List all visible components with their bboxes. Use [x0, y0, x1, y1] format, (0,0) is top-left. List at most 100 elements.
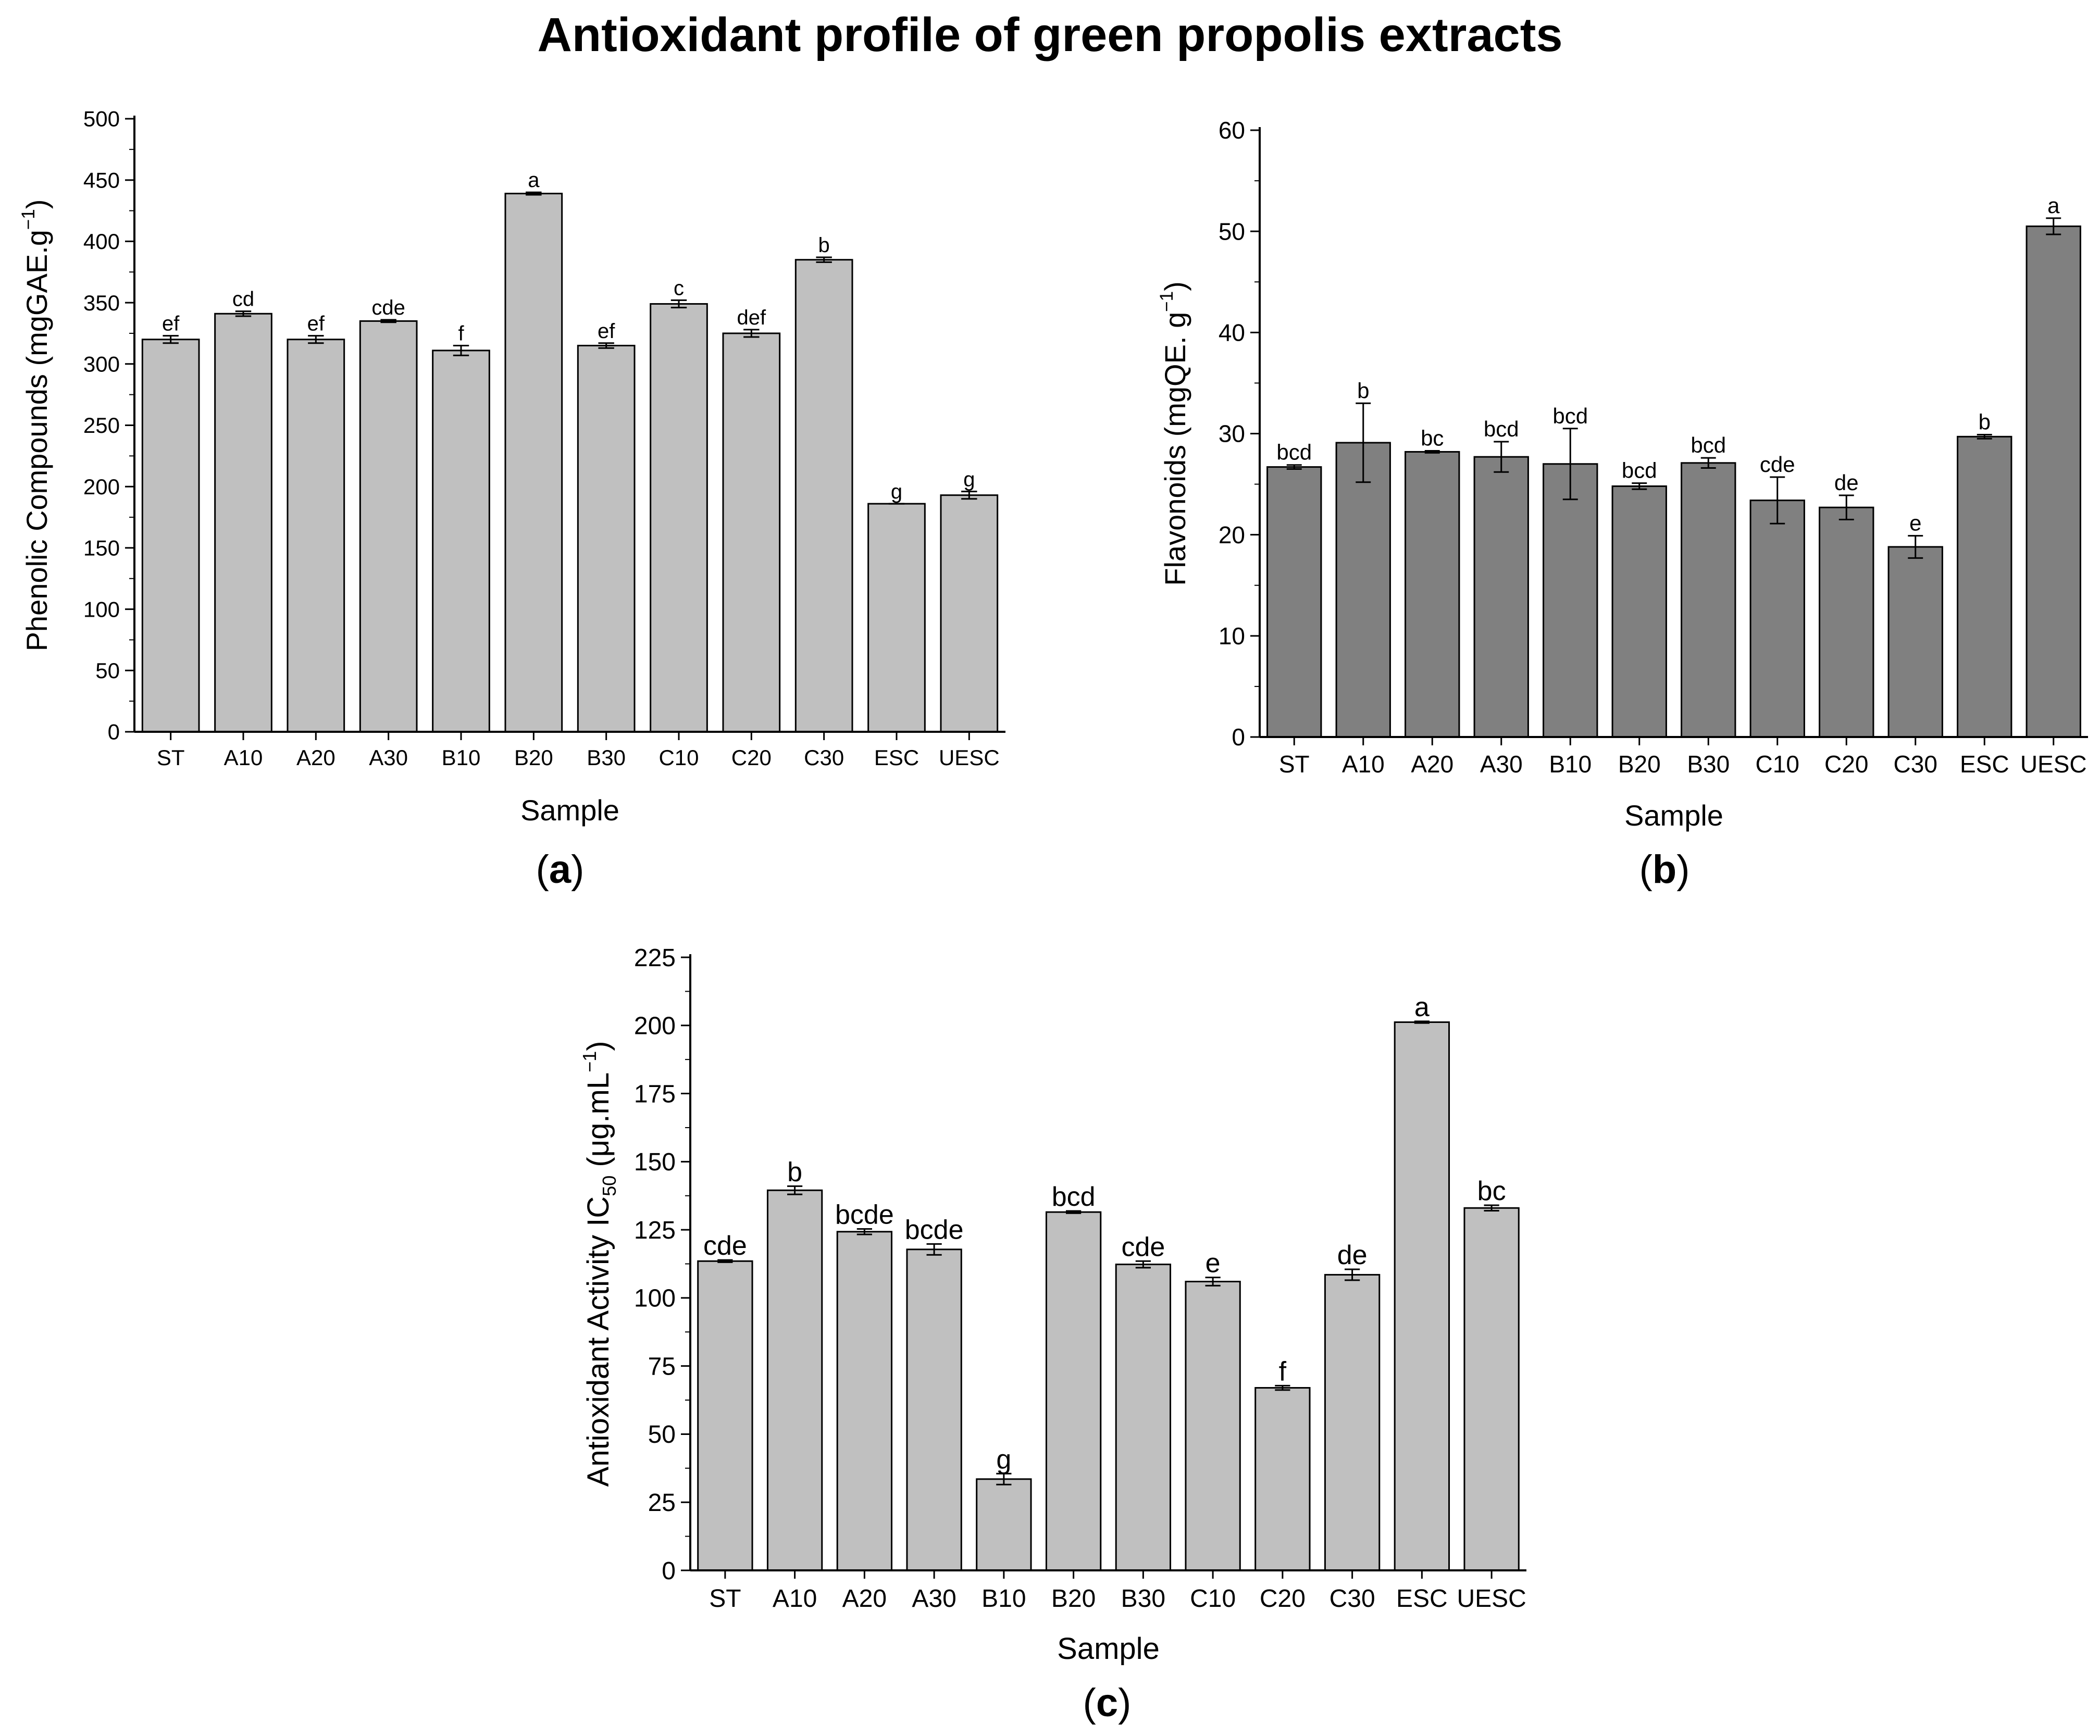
bar-B30: [1681, 462, 1736, 738]
x-axis-label: Sample: [1057, 1632, 1160, 1666]
y-axis-label-text: Antioxidant Activity IC: [581, 1196, 615, 1487]
x-tick-label: ESC: [1396, 1585, 1448, 1613]
bar-B10: [976, 1478, 1032, 1571]
x-tick-label: B20: [1051, 1585, 1096, 1613]
significance-letter: de: [1337, 1240, 1368, 1270]
significance-letter: cd: [232, 288, 254, 311]
x-tick-label: C30: [1894, 751, 1937, 778]
x-tick-label: C20: [731, 745, 772, 770]
y-tick-label: 0: [662, 1557, 676, 1585]
x-tick-label: UESC: [1457, 1585, 1526, 1613]
x-tick-label: ST: [1279, 751, 1310, 778]
y-axis-label: Flavonoids (mgQE. g−1): [1157, 281, 1191, 586]
significance-letter: ef: [307, 313, 325, 335]
y-tick-label: 10: [1219, 622, 1245, 650]
bar-B20: [504, 193, 563, 733]
bar-ST: [141, 339, 200, 733]
significance-letter: b: [1979, 409, 1991, 434]
x-tick-label: B10: [981, 1585, 1026, 1613]
panel-label-a: (a): [536, 847, 585, 892]
y-tick-label: 0: [108, 720, 120, 744]
significance-letter: bcd: [1691, 433, 1726, 457]
x-tick-label: B30: [1687, 751, 1730, 778]
y-tick-label: 75: [648, 1353, 676, 1380]
bar-C20: [1254, 1387, 1311, 1571]
bar-UESC: [940, 494, 999, 733]
significance-letter: b: [1357, 378, 1369, 403]
significance-letter: e: [1909, 511, 1921, 535]
x-tick-label: ST: [709, 1585, 741, 1613]
y-tick-label: 150: [83, 536, 120, 560]
x-tick-label: B30: [1121, 1585, 1165, 1613]
bar-B20: [1045, 1211, 1102, 1571]
y-tick-label: 50: [648, 1421, 676, 1448]
significance-letter: a: [1414, 992, 1430, 1022]
x-axis-label: Sample: [1624, 799, 1723, 832]
x-tick-label: B10: [442, 745, 481, 770]
significance-letter: bcde: [835, 1200, 894, 1230]
significance-letter: bcd: [1622, 458, 1657, 483]
y-axis-label: Antioxidant Activity IC50 (μg.mL−1): [579, 1041, 620, 1487]
bar-C10: [1185, 1281, 1241, 1571]
x-tick-label: B10: [1549, 751, 1592, 778]
x-tick-label: B20: [1618, 751, 1661, 778]
x-tick-label: C30: [1329, 1585, 1375, 1613]
x-tick-label: UESC: [2020, 751, 2087, 778]
significance-letter: bcd: [1052, 1182, 1096, 1212]
x-tick-label: A20: [1411, 751, 1453, 778]
significance-letter: cde: [371, 296, 405, 319]
x-tick-label: ST: [157, 745, 185, 770]
y-axis-label-close: ): [581, 1041, 615, 1051]
x-tick-label: C30: [804, 745, 844, 770]
significance-letter: bcde: [905, 1215, 964, 1245]
x-tick-label: ESC: [1960, 751, 2009, 778]
significance-letter: bcd: [1276, 440, 1312, 465]
y-tick-label: 150: [634, 1148, 676, 1176]
figure-title: Antioxidant profile of green propolis ex…: [537, 8, 1563, 61]
x-tick-label: A30: [369, 745, 408, 770]
bar-C30: [1324, 1273, 1381, 1571]
y-tick-label: 25: [648, 1489, 676, 1517]
significance-letter: c: [674, 277, 684, 299]
y-tick-label: 40: [1219, 319, 1245, 346]
y-axis-label-close: ): [1159, 281, 1191, 291]
y-tick-label: 60: [1219, 117, 1245, 144]
significance-letter: bc: [1421, 426, 1444, 451]
y-tick-label: 100: [634, 1285, 676, 1313]
significance-letter: def: [737, 306, 766, 329]
y-tick-label: 30: [1219, 420, 1245, 447]
x-tick-label: C20: [1260, 1585, 1306, 1613]
y-tick-label: 50: [95, 658, 120, 683]
significance-letter: ef: [598, 320, 615, 343]
significance-letter: g: [891, 480, 902, 503]
x-tick-label: A20: [842, 1585, 887, 1613]
y-axis-label-text: Phenolic Compounds (mgGAE.g: [20, 230, 53, 651]
x-tick-label: ESC: [874, 745, 919, 770]
bar-A30: [906, 1248, 962, 1571]
x-tick-label: C10: [1756, 751, 1799, 778]
bar-C20: [1819, 506, 1874, 738]
bar-A20: [836, 1231, 893, 1571]
significance-letter: f: [1279, 1356, 1287, 1387]
significance-letter: de: [1834, 470, 1859, 495]
panel-label-b: (b): [1639, 847, 1690, 892]
y-tick-label: 500: [83, 107, 120, 131]
y-axis-label-subscript: 50: [599, 1176, 620, 1196]
y-tick-label: 100: [83, 597, 120, 621]
y-axis-label-text: Flavonoids (mgQE. g: [1159, 312, 1191, 586]
significance-letter: g: [996, 1444, 1011, 1475]
y-axis-label: Phenolic Compounds (mgGAE.g−1): [18, 199, 53, 652]
bar-B30: [577, 344, 636, 733]
y-tick-label: 50: [1219, 218, 1245, 245]
significance-letter: e: [1206, 1248, 1221, 1279]
bar-ST: [1266, 466, 1322, 738]
y-tick-label: 250: [83, 413, 120, 438]
significance-letter: cde: [703, 1231, 747, 1261]
bar-C10: [1749, 499, 1805, 738]
bar-B10: [1543, 463, 1598, 738]
bar-A30: [359, 320, 418, 733]
significance-letter: g: [963, 468, 975, 491]
